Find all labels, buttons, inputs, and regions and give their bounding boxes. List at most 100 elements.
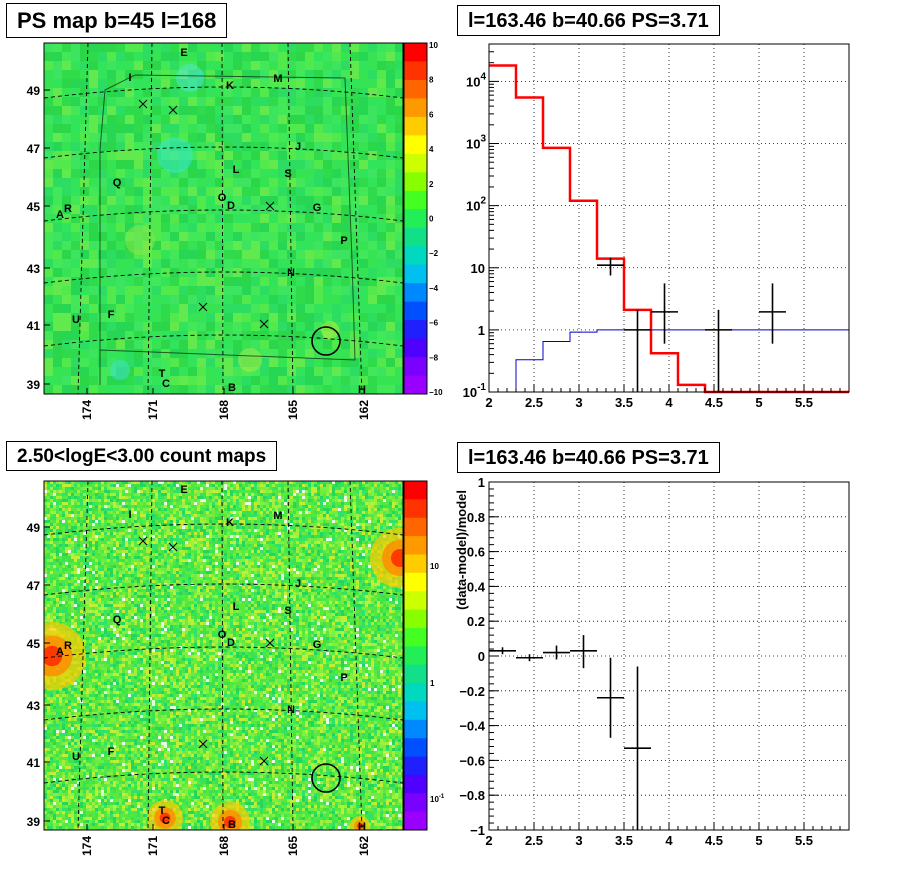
graticule-lon xyxy=(221,43,224,394)
x-tick-label: 162 xyxy=(357,400,371,420)
colorbar-segment xyxy=(404,79,427,99)
colorbar-segment xyxy=(404,554,427,574)
source-label-G: G xyxy=(313,202,322,214)
colorbar-segment xyxy=(404,683,427,702)
colorbar-tick-label: 4 xyxy=(429,145,434,154)
map-blob xyxy=(176,64,204,92)
selected-source-circle xyxy=(311,763,341,793)
x-tick-label: 3 xyxy=(575,395,582,410)
count-map-chart: E I K M J L S Q OD G A R P N U F TC B H 49 47 45 43 41 39 174 171 1… xyxy=(27,480,445,856)
colorbar-tick-label: −8 xyxy=(429,353,439,362)
colorbar-tick-label: 2 xyxy=(429,180,434,189)
x-tick-label: 174 xyxy=(80,400,94,420)
residual-title: l=163.46 b=40.66 PS=3.71 xyxy=(457,442,720,473)
colorbar-segment xyxy=(404,227,427,247)
source-label-H: H xyxy=(358,384,366,396)
colorbar-segment xyxy=(404,517,427,537)
colorbar-tick-label: 10-1 xyxy=(430,794,445,804)
source-label-S: S xyxy=(284,168,291,180)
colorbar-segment xyxy=(404,283,427,303)
x-tick-label: 3.5 xyxy=(615,395,633,410)
x-tick-label: 4.5 xyxy=(705,395,723,410)
colorbar-segment xyxy=(404,190,427,210)
y-tick-label: 39 xyxy=(27,378,41,392)
colorbar xyxy=(403,480,428,831)
map-blob xyxy=(157,137,193,173)
colorbar-segment xyxy=(404,719,427,739)
x-tick-label: 4 xyxy=(665,395,673,410)
source-label-E: E xyxy=(180,484,187,496)
y-tick-label: 1 xyxy=(478,475,485,490)
graticule-lon xyxy=(349,481,363,830)
x-tick-label: 5 xyxy=(755,395,762,410)
y-tick-label: −0.6 xyxy=(459,753,485,768)
x-tick-label: 2 xyxy=(485,395,492,410)
colorbar-segment xyxy=(404,61,427,81)
colorbar-segment xyxy=(404,246,427,266)
colorbar-segment xyxy=(404,793,427,813)
x-tick-label: 171 xyxy=(146,836,160,856)
y-tick-label: −1 xyxy=(470,823,485,838)
source-label-M: M xyxy=(273,73,282,85)
x-tick-label: 168 xyxy=(217,400,231,420)
x-tick-label: 2.5 xyxy=(525,833,543,848)
y-tick-label: 43 xyxy=(27,262,41,276)
x-marker xyxy=(138,536,148,546)
source-label-S: S xyxy=(284,605,291,617)
y-tick-label: 49 xyxy=(27,84,41,98)
source-label-D: D xyxy=(227,200,235,212)
source-label-O: O xyxy=(218,629,227,641)
y-tick-label: 0.2 xyxy=(467,614,485,629)
colorbar-segment xyxy=(404,499,427,519)
source-label-A: A xyxy=(56,646,64,658)
colorbar-segment xyxy=(404,320,427,340)
spectrum-title: l=163.46 b=40.66 PS=3.71 xyxy=(457,5,720,36)
x-tick-label: 165 xyxy=(286,400,300,420)
colorbar-segment xyxy=(404,481,427,500)
colorbar-frame xyxy=(403,42,428,395)
colorbar-segment xyxy=(404,756,427,776)
colorbar-tick-label: 0 xyxy=(429,215,434,224)
colorbar xyxy=(403,42,428,395)
y-tick-label: 41 xyxy=(27,756,41,770)
source-label-Q: Q xyxy=(113,177,122,189)
y-tick-label: −0.4 xyxy=(459,719,485,734)
y-tick-label: 47 xyxy=(27,579,41,593)
y-tick-label: 39 xyxy=(27,815,41,829)
source-core xyxy=(159,812,171,824)
colorbar-segment xyxy=(404,609,427,629)
graticule-lon xyxy=(147,481,153,830)
source-label-B: B xyxy=(228,819,236,831)
source-label-D: D xyxy=(227,637,235,649)
ps-map-chart: E I K M J L S Q OD G A R P N U F TC B H 49 47 45 43 41 39 174 171 1… xyxy=(27,41,443,420)
colorbar-segment xyxy=(404,98,427,118)
source-label-T: T xyxy=(159,368,166,380)
source-label-N: N xyxy=(287,704,295,716)
x-tick-label: 2 xyxy=(485,833,492,848)
source-label-K: K xyxy=(226,517,234,529)
y-tick-label: 45 xyxy=(27,637,41,651)
x-tick-label: 5.5 xyxy=(795,833,813,848)
source-label-J: J xyxy=(295,141,301,153)
colorbar-segment xyxy=(404,43,427,62)
colorbar-frame xyxy=(403,480,428,831)
source-label-E: E xyxy=(180,47,187,59)
spectrum-panel: l=163.46 b=40.66 PS=3.71 2 2.5 3 3.5 4 4.5 5 5.… xyxy=(449,0,898,437)
y-tick-label: 0.4 xyxy=(467,579,486,594)
source-label-K: K xyxy=(226,80,234,92)
graticule-lon xyxy=(221,481,224,830)
source-label-C: C xyxy=(162,815,170,827)
x-tick-label: 4 xyxy=(665,833,673,848)
x-tick-label: 165 xyxy=(286,836,300,856)
colorbar-segment xyxy=(404,209,427,229)
source-label-U: U xyxy=(72,751,80,763)
colorbar-tick-label: 6 xyxy=(429,110,434,119)
colorbar-segment xyxy=(404,591,427,611)
residual-chart: 2 2.5 3 3.5 4 4.5 5 5.5 1 0.8 0.6 0.4 0.2 0 −0.2 −0.4 −0… xyxy=(454,475,850,848)
source-label-I: I xyxy=(128,509,131,521)
selected-source-circle xyxy=(311,326,341,356)
map-image xyxy=(44,43,403,394)
x-marker xyxy=(259,756,269,766)
